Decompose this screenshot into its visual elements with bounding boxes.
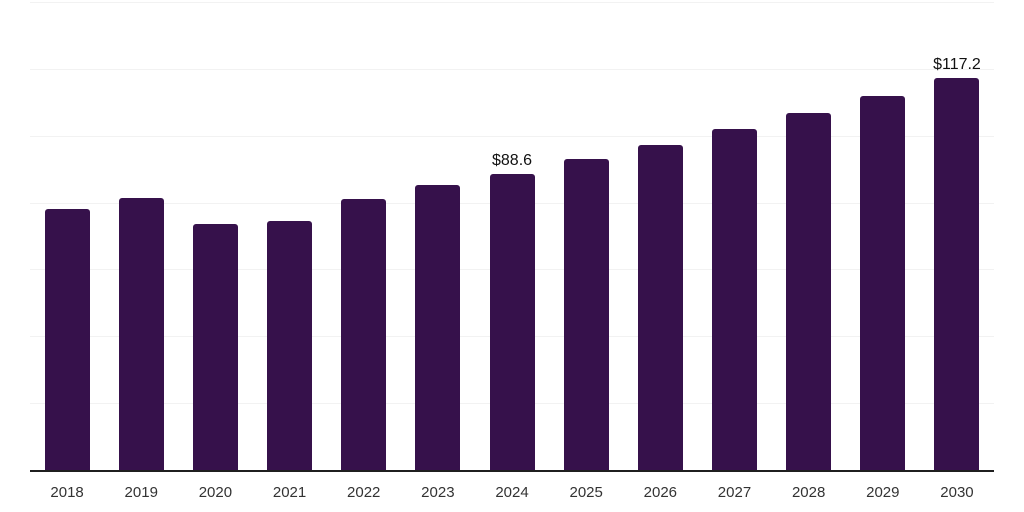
x-axis-tick-2019: 2019	[124, 484, 158, 501]
bar-2029	[860, 95, 906, 470]
bar-2024: $88.6	[489, 152, 535, 470]
bar-2018	[44, 208, 90, 470]
bar-slot-2028	[772, 2, 846, 470]
bar-2026	[637, 145, 683, 470]
bar-value-label-2024: $88.6	[491, 151, 533, 169]
bar-2019	[118, 197, 164, 470]
bar-2030: $117.2	[933, 56, 981, 470]
x-axis-tick-2025: 2025	[569, 484, 603, 501]
x-axis-tick-2024: 2024	[495, 484, 529, 501]
bar-2023	[415, 185, 461, 470]
x-axis-tick-2018: 2018	[50, 484, 84, 501]
x-axis-tick-2022: 2022	[347, 484, 381, 501]
plot-area: $88.6 $117.2	[30, 2, 994, 472]
x-axis-tick-2028: 2028	[791, 484, 826, 501]
x-axis-tick-2020: 2020	[198, 484, 233, 501]
bar-slot-2024: $88.6	[475, 2, 549, 470]
bars-container: $88.6 $117.2	[30, 2, 994, 470]
bar-value-label-2030: $117.2	[933, 56, 981, 74]
bar-slot-2026	[623, 2, 697, 470]
bar-slot-2020	[178, 2, 252, 470]
x-axis-line	[30, 470, 994, 472]
bar-slot-2027	[697, 2, 771, 470]
x-axis-tick-2023: 2023	[421, 484, 455, 501]
bar-2028	[786, 112, 832, 470]
bar-slot-2023	[401, 2, 475, 470]
x-axis-tick-2026: 2026	[643, 484, 678, 501]
gridline-120	[30, 68, 994, 70]
x-axis-tick-labels: 2018 2019 2020 2021 2022 2023 2024 2025 2026 2027…	[30, 484, 994, 501]
bar-slot-2021	[252, 2, 326, 470]
gridline-100	[30, 135, 994, 137]
bar-slot-2022	[327, 2, 401, 470]
gridline-140	[30, 2, 994, 3]
bar-slot-2025	[549, 2, 623, 470]
bar-slot-2019	[104, 2, 178, 470]
bar-slot-2030: $117.2	[920, 2, 994, 470]
x-axis-tick-2029: 2029	[866, 484, 900, 501]
bar-2020	[192, 223, 238, 470]
x-axis-tick-2021: 2021	[272, 484, 307, 501]
bar-slot-2018	[30, 2, 104, 470]
x-axis-tick-2027: 2027	[717, 484, 752, 501]
bar-2027	[711, 129, 757, 470]
bar-2021	[267, 220, 313, 470]
x-axis-tick-2030: 2030	[940, 484, 974, 501]
bar-slot-2029	[846, 2, 920, 470]
bar-2025	[563, 159, 609, 470]
bar-2022	[341, 198, 387, 470]
